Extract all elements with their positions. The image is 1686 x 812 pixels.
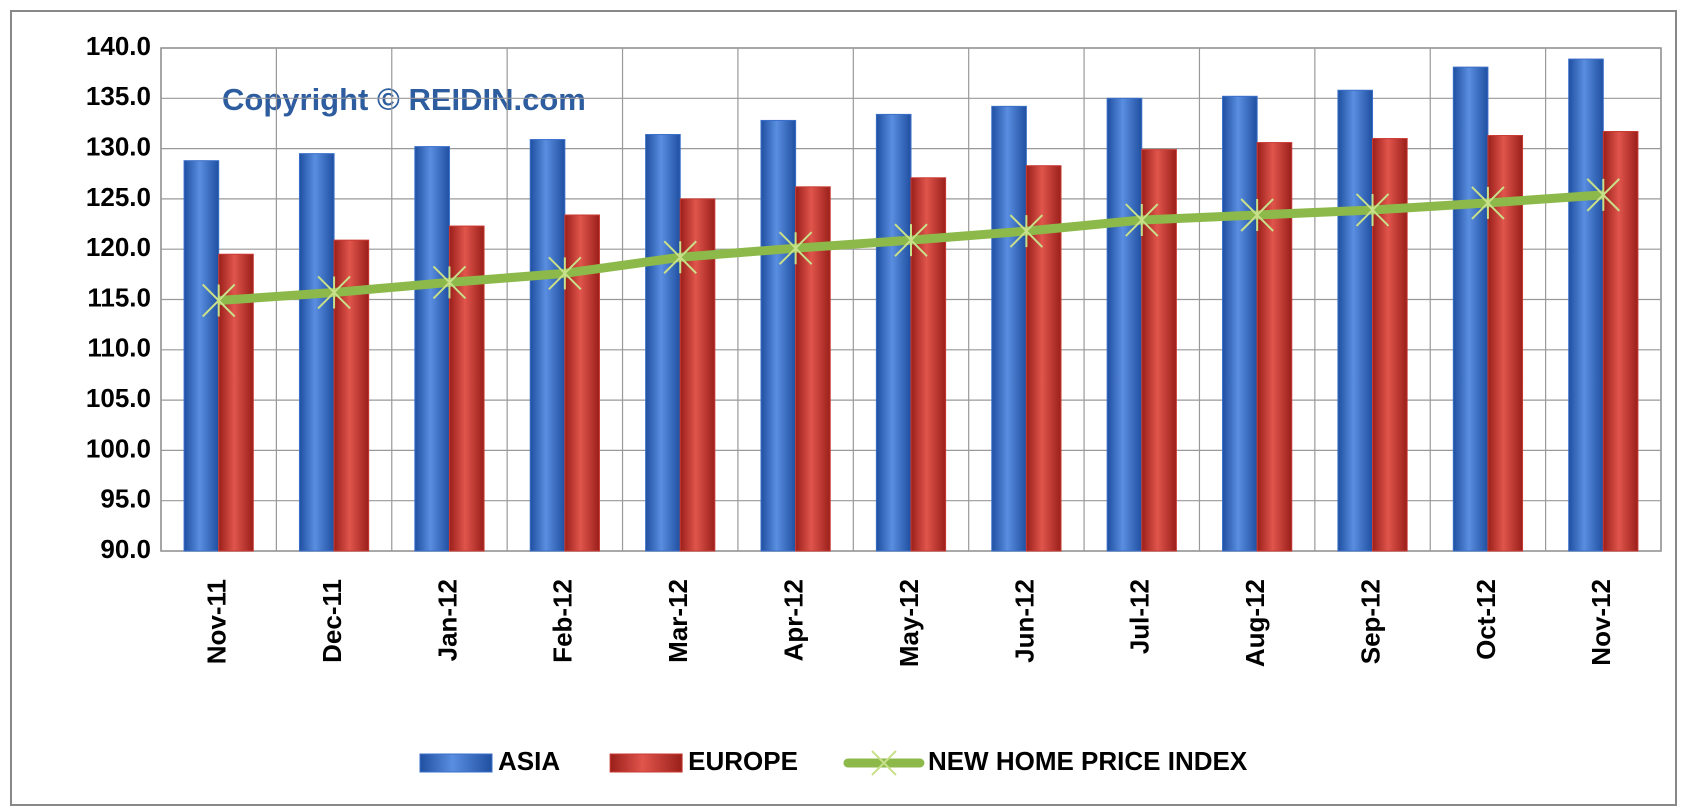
bar — [1141, 149, 1177, 552]
line-marker — [1355, 193, 1390, 227]
legend-swatch — [419, 753, 493, 773]
bar — [529, 139, 566, 552]
y-tick-label: 140.0 — [86, 31, 151, 61]
legend-label: EUROPE — [688, 746, 798, 776]
line-marker — [1586, 178, 1621, 212]
bar — [183, 160, 220, 552]
legend-label: NEW HOME PRICE INDEX — [928, 746, 1248, 776]
x-tick-label: Jan-12 — [432, 579, 462, 661]
bar — [795, 186, 831, 552]
bar — [1222, 95, 1258, 552]
x-tick-label: Apr-12 — [778, 579, 808, 661]
line-marker — [778, 231, 813, 265]
bar — [1106, 97, 1143, 552]
bar — [448, 225, 485, 552]
bar — [645, 134, 681, 552]
y-tick-label: 125.0 — [86, 182, 151, 212]
line-marker — [548, 256, 582, 291]
x-tick-label: Mar-12 — [663, 579, 693, 663]
x-tick-label: Oct-12 — [1471, 579, 1501, 660]
x-tick-label: Sep-12 — [1355, 579, 1385, 664]
x-tick-label: Jul-12 — [1125, 579, 1155, 654]
legend-swatch — [609, 753, 683, 773]
line-marker — [1009, 214, 1044, 248]
line-marker — [201, 283, 236, 318]
y-tick-label: 120.0 — [86, 232, 151, 262]
line-marker — [1125, 203, 1159, 237]
y-tick-label: 100.0 — [86, 433, 151, 463]
y-tick-label: 110.0 — [87, 333, 151, 363]
x-tick-label: Feb-12 — [548, 579, 578, 663]
line-marker — [894, 223, 928, 257]
line-marker — [317, 275, 351, 310]
bar — [1452, 66, 1489, 552]
bar — [298, 153, 335, 552]
bar — [1337, 89, 1374, 552]
y-tick-label: 130.0 — [86, 131, 151, 161]
y-tick-label: 90.0 — [100, 534, 151, 564]
annotation-box — [205, 80, 745, 125]
bar — [875, 113, 912, 552]
line-marker — [432, 265, 467, 300]
y-tick-label: 95.0 — [100, 484, 151, 514]
bar — [1372, 138, 1408, 552]
y-tick-label: 115.0 — [87, 282, 151, 312]
legend-marker — [871, 750, 897, 776]
bar — [414, 146, 450, 552]
annotation: Copyright © REIDIN.com — [222, 82, 586, 117]
y-tick-label: 135.0 — [86, 81, 151, 111]
legend-label: ASIA — [498, 746, 560, 776]
bar — [760, 119, 797, 552]
bar — [1256, 142, 1293, 552]
y-tick-label: 105.0 — [86, 383, 151, 413]
bar — [1602, 130, 1639, 552]
line-marker — [663, 240, 697, 274]
bar — [1025, 165, 1062, 552]
x-tick-label: Jun-12 — [1009, 579, 1039, 663]
line-marker — [1471, 186, 1505, 220]
x-tick-label: Nov-12 — [1586, 579, 1616, 666]
x-tick-label: Aug-12 — [1240, 579, 1270, 667]
x-tick-label: Dec-11 — [317, 579, 347, 663]
x-tick-label: Nov-11 — [202, 579, 232, 664]
x-tick-label: May-12 — [894, 579, 924, 667]
bar — [991, 105, 1027, 552]
line-marker — [1240, 198, 1274, 232]
bar — [1568, 58, 1604, 552]
